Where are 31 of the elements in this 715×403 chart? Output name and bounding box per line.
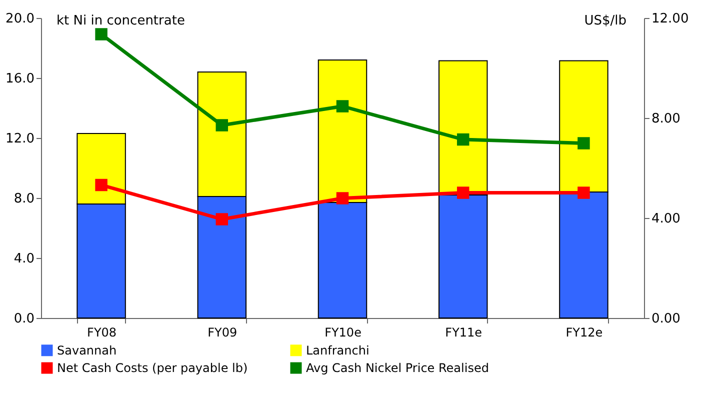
point — [216, 119, 228, 132]
y2-tick-label: 4.00 — [652, 212, 680, 226]
x-tick-label: FY09 — [208, 326, 238, 340]
y-tick-label: 12.0 — [6, 132, 34, 146]
y2-tick-label: 0.00 — [652, 312, 680, 326]
y2-tick-label: 12.00 — [652, 12, 689, 26]
y-axis-title: kt Ni in concentrate — [56, 14, 185, 28]
legend-label: Lanfranchi — [306, 343, 370, 358]
y-tick-label: 8.0 — [14, 192, 34, 206]
point — [216, 213, 228, 226]
y-tick-label: 0.0 — [14, 312, 34, 326]
x-tick-label: FY08 — [87, 326, 117, 340]
legend-label: Avg Cash Nickel Price Realised — [306, 361, 489, 375]
point — [578, 137, 590, 150]
point — [95, 178, 108, 192]
point — [456, 133, 470, 146]
y2-axis-title: US$/lb — [584, 14, 626, 28]
legend-label: Savannah — [57, 343, 117, 358]
y-tick-label: 4.0 — [14, 252, 34, 266]
x-tick-label: FY12e — [566, 326, 603, 340]
point — [336, 100, 349, 112]
x-tick-label: FY11e — [445, 326, 482, 340]
point — [456, 186, 470, 199]
point — [95, 28, 108, 40]
point — [336, 192, 349, 204]
legend-label: Net Cash Costs (per payable lb) — [57, 361, 248, 375]
point — [578, 186, 590, 199]
y-tick-label: 16.0 — [6, 72, 34, 86]
x-tick-label: FY10e — [324, 326, 362, 340]
y-tick-label: 20.0 — [6, 12, 34, 26]
y2-tick-label: 8.00 — [652, 112, 680, 126]
